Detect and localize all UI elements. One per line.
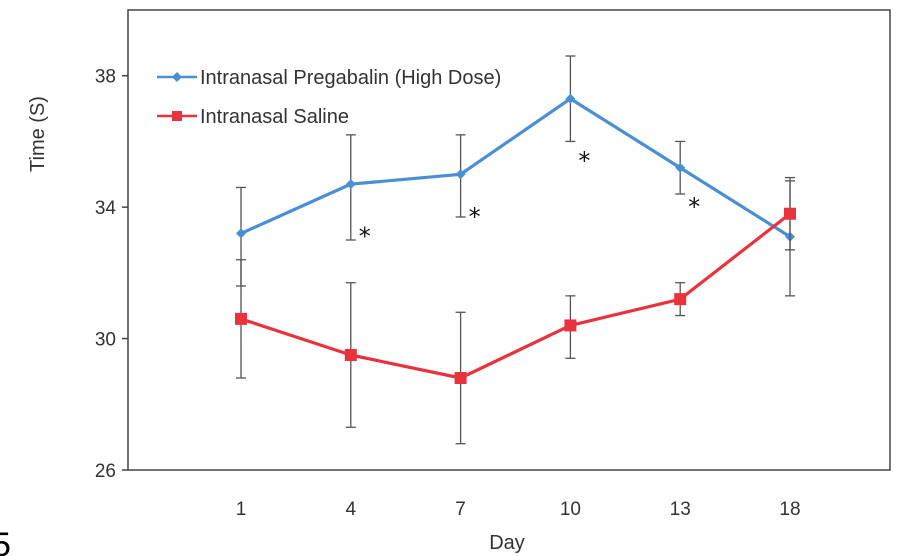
data-point-pregabalin [675,162,686,173]
data-point-saline [784,207,796,220]
data-point-saline [344,349,357,361]
series-layer [235,55,796,445]
series-line-saline [240,212,791,380]
series-saline [235,176,796,445]
annotation-layer: * * * * [359,147,700,251]
data-point-saline [454,372,467,384]
legend: Intranasal Pregabalin (High Dose) Intran… [157,67,501,128]
data-point-pregabalin [455,169,466,180]
legend-marker-pregabalin [172,72,182,82]
data-point-pregabalin [236,228,246,239]
y-tick-label: 26 [95,461,116,482]
panel-label: 5 [0,526,11,556]
significance-marker: * [578,147,590,175]
data-point-saline [674,293,687,306]
y-tick-label: 38 [95,67,116,88]
x-axis-label: Day [489,532,525,554]
significance-marker: * [359,223,371,251]
x-tick-label: 18 [779,499,800,520]
data-point-pregabalin [345,179,356,190]
legend-label-pregabalin: Intranasal Pregabalin (High Dose) [200,67,501,89]
data-point-pregabalin [565,93,576,104]
x-axis: 1 4 7 10 13 18 [236,499,801,520]
plot-area [127,9,891,471]
legend-label-saline: Intranasal Saline [200,106,349,128]
data-point-saline [564,319,577,332]
significance-marker: * [688,193,700,221]
data-point-saline [235,312,247,325]
y-tick-label: 34 [95,198,117,219]
x-tick-label: 7 [455,499,466,520]
legend-marker-saline [172,111,182,121]
x-tick-label: 10 [560,499,581,520]
y-axis: 26 30 34 38 [95,67,128,482]
y-axis-label: Time (S) [27,96,49,172]
series-line-pregabalin [240,97,791,239]
series-pregabalin [236,55,795,297]
significance-marker: * [469,203,481,231]
x-tick-label: 13 [670,499,691,520]
x-tick-label: 4 [346,499,357,520]
x-tick-label: 1 [236,499,247,520]
y-tick-label: 30 [95,330,116,351]
